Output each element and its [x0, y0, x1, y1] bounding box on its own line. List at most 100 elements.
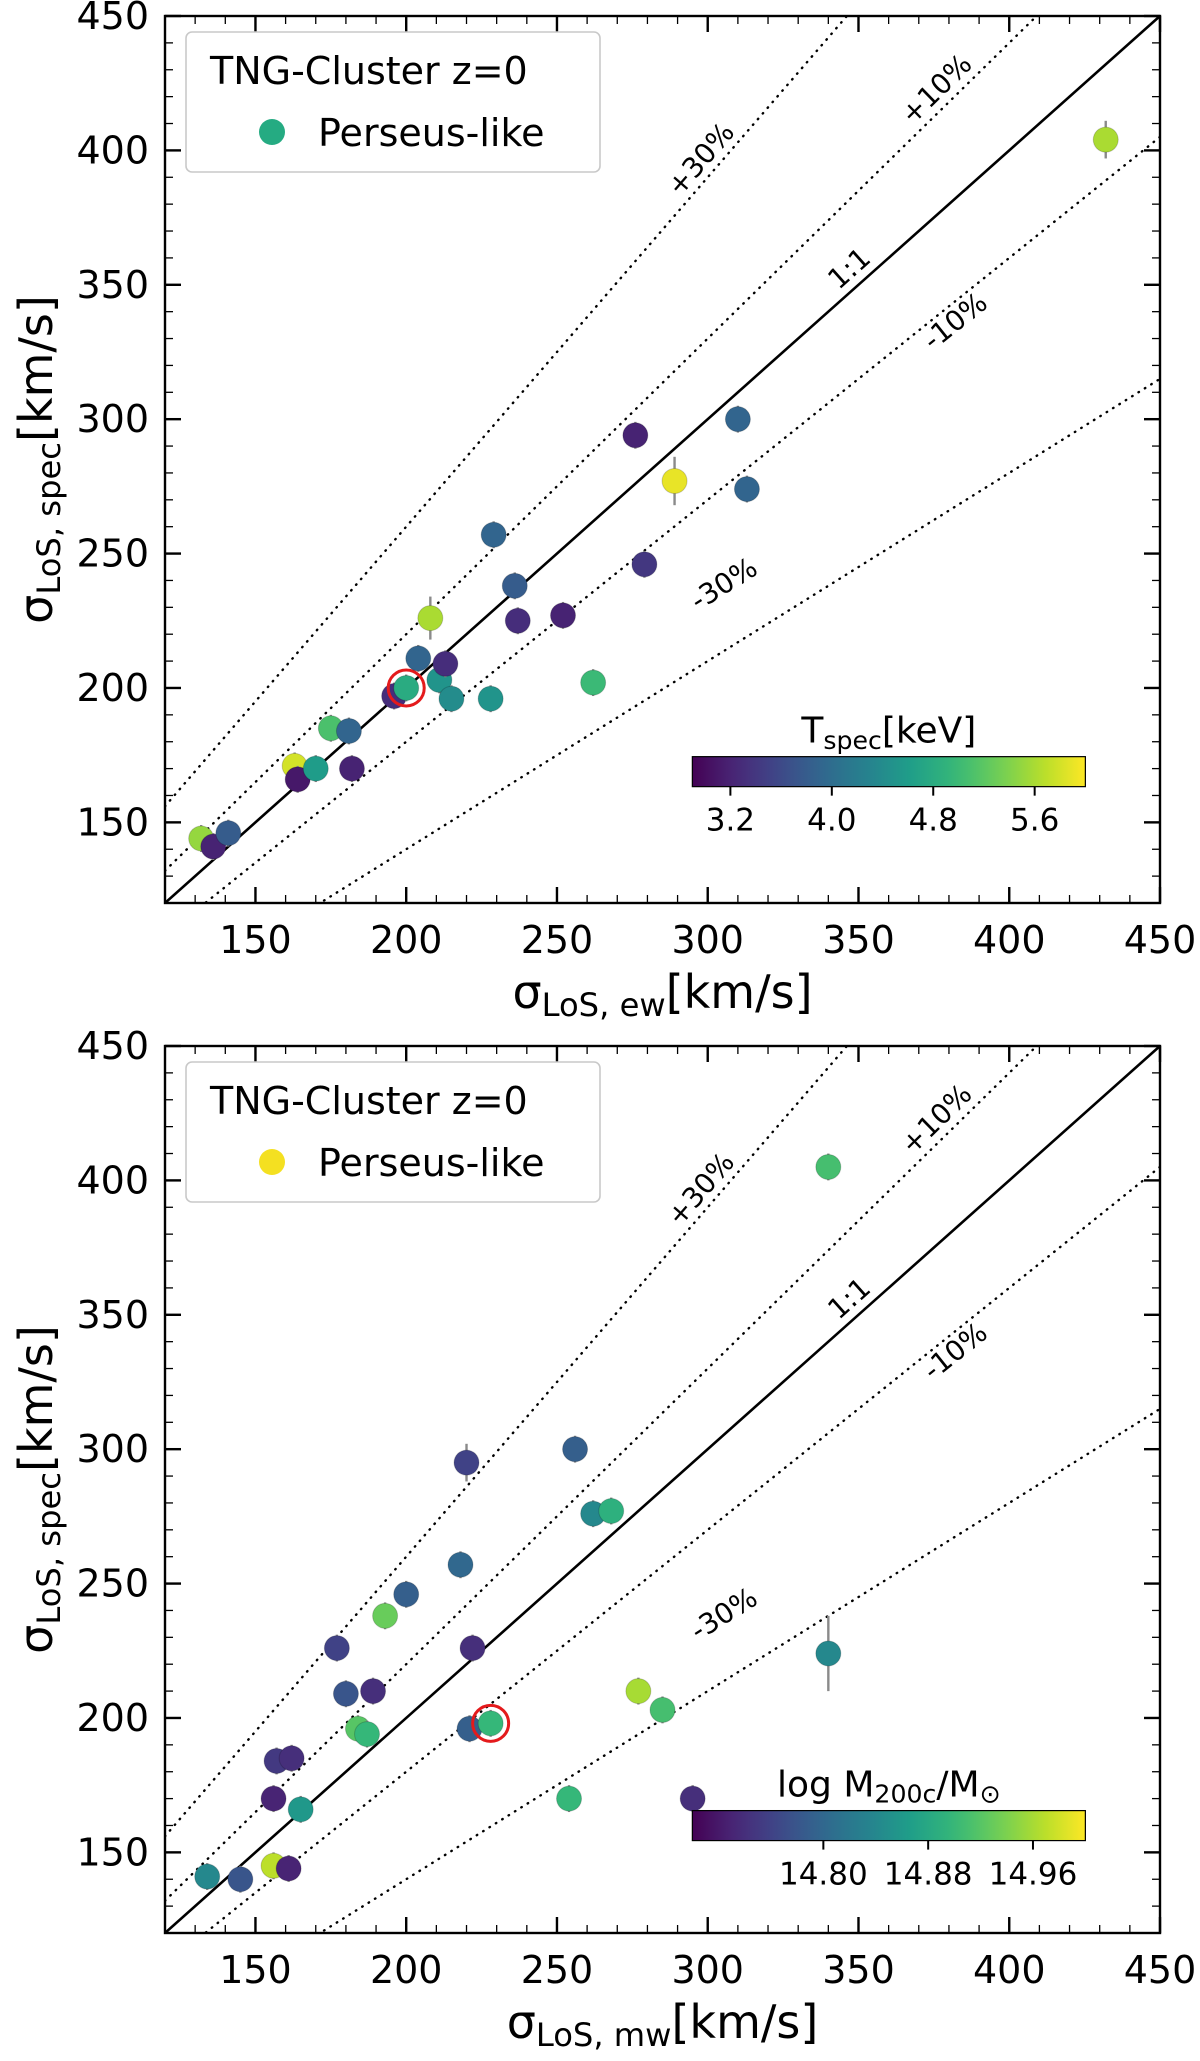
data-point: [215, 820, 242, 847]
data-point: [733, 476, 760, 503]
scatter-points: [188, 120, 1119, 860]
colorbar-tick-label: 4.0: [807, 803, 856, 839]
legend: TNG-Cluster z=0 Perseus-like: [185, 31, 601, 173]
x-tick-label: 350: [822, 1948, 895, 1992]
colorbar-tick-label: 14.80: [779, 1857, 868, 1893]
data-point: [438, 685, 465, 712]
x-tick-label: 350: [822, 918, 895, 962]
data-point: [260, 1785, 287, 1812]
x-tick-label: 200: [370, 1948, 443, 1992]
data-point: [227, 1866, 254, 1893]
legend-marker-dot: [259, 1149, 285, 1175]
bottom-scatter-chart: +30%+10%1:1-10%-30%150 200 250 300 350 400 450…: [0, 1030, 1200, 2061]
data-point: [417, 605, 444, 632]
x-tick-label: 250: [521, 1948, 594, 1992]
y-tick-label: 150: [76, 800, 149, 844]
colorbar-tick-label: 14.96: [989, 1857, 1078, 1893]
y-tick-label: 400: [76, 128, 149, 172]
data-point: [278, 1745, 305, 1772]
x-tick-label: 300: [671, 918, 744, 962]
percent-offset-line: [165, 16, 1039, 872]
legend-box: [185, 31, 601, 173]
percent-offset-line: [203, 1165, 1160, 1933]
data-point: [477, 1710, 504, 1737]
percent-offset-line: [165, 16, 849, 808]
legend-entry-label: Perseus-like: [318, 111, 544, 155]
x-tick-label: 300: [671, 1948, 744, 1992]
percent-offset-line: [165, 1046, 1039, 1902]
plot-border: [163, 1044, 1162, 1935]
data-point: [432, 650, 459, 677]
y-axis-label: σLoS, spec[km/s]: [9, 295, 68, 624]
data-point: [622, 422, 649, 449]
data-point: [354, 1721, 381, 1748]
x-tick-label: 400: [973, 1948, 1046, 1992]
one-to-one-line: [165, 1046, 1160, 1933]
x-tick-label: 250: [521, 918, 594, 962]
y-tick-label: 150: [76, 1830, 149, 1874]
data-point: [332, 1680, 359, 1707]
legend-title: TNG-Cluster z=0: [209, 1079, 528, 1123]
legend: TNG-Cluster z=0 Perseus-like: [185, 1061, 601, 1203]
one-to-one-line: [165, 16, 1160, 903]
data-point: [625, 1678, 652, 1705]
data-point: [815, 1640, 842, 1667]
bottom-panel: +30% +10% 1:1 -10% -30% 150 200 250 300 350 400 450…: [0, 1030, 1200, 2061]
colorbar-label: log M200c/M⊙: [777, 1765, 1001, 1809]
data-point: [550, 602, 576, 629]
data-point: [1092, 126, 1119, 153]
data-point: [556, 1785, 583, 1812]
data-point: [480, 521, 507, 548]
legend-box: [185, 1061, 601, 1203]
axes-ticks: 150 200 250 300 350 400 450 150 200 250 300 350 400 4…: [76, 0, 1196, 962]
data-point: [679, 1785, 706, 1812]
legend-entry-label: Perseus-like: [318, 1141, 544, 1185]
percent-offset-line: [317, 377, 1160, 903]
data-point: [323, 1635, 350, 1662]
data-point: [453, 1449, 480, 1476]
colorbar: 14.80 14.88 14.96 log M200c/M⊙: [691, 1765, 1086, 1893]
highlight-ring: [471, 1703, 511, 1743]
data-point: [302, 755, 329, 782]
data-point: [815, 1153, 842, 1180]
data-point: [477, 685, 504, 712]
data-point: [649, 1696, 676, 1723]
x-tick-label: 200: [370, 918, 443, 962]
colorbar-tick-label: 4.8: [909, 803, 958, 839]
plot-border: [163, 14, 1162, 905]
data-point: [501, 572, 528, 599]
y-tick-label: 350: [76, 263, 149, 307]
colorbar-tick-label: 5.6: [1010, 803, 1059, 839]
y-tick-label: 250: [76, 532, 149, 576]
x-axis-label: σLoS, ew[km/s]: [512, 965, 812, 1024]
top-panel: +30% +10% 1:1 -10% -30% 150 200 250 300 350 400 450…: [0, 0, 1200, 1030]
reference-lines: [165, 16, 1160, 903]
data-point: [194, 1863, 221, 1890]
data-point: [360, 1678, 387, 1705]
y-tick-label: 450: [76, 0, 149, 38]
x-tick-label: 400: [973, 918, 1046, 962]
x-tick-label: 150: [219, 1948, 292, 1992]
data-point: [447, 1551, 474, 1578]
y-axis-label: σLoS, spec[km/s]: [9, 1325, 68, 1654]
data-point: [598, 1498, 625, 1525]
y-tick-label: 250: [76, 1562, 149, 1606]
data-point: [275, 1855, 302, 1882]
data-point: [372, 1602, 399, 1629]
colorbar: 3.2 4.0 4.8 5.6 Tspec[keV]: [691, 711, 1086, 839]
top-scatter-chart: +30%+10%1:1-10%-30%150 200 250 300 350 400 450…: [0, 0, 1200, 1030]
y-tick-label: 200: [76, 666, 149, 710]
colorbar-label: Tspec[keV]: [800, 711, 976, 755]
x-tick-label: 450: [1124, 918, 1197, 962]
x-tick-label: 450: [1124, 1948, 1197, 1992]
data-point: [580, 669, 607, 696]
y-tick-label: 300: [76, 1427, 149, 1471]
colorbar-gradient: [691, 756, 1086, 788]
legend-marker-dot: [259, 119, 285, 145]
data-point: [287, 1796, 314, 1823]
data-point: [724, 406, 751, 433]
data-point: [661, 468, 688, 495]
legend-title: TNG-Cluster z=0: [209, 49, 528, 93]
colorbar-gradient: [691, 1809, 1086, 1842]
